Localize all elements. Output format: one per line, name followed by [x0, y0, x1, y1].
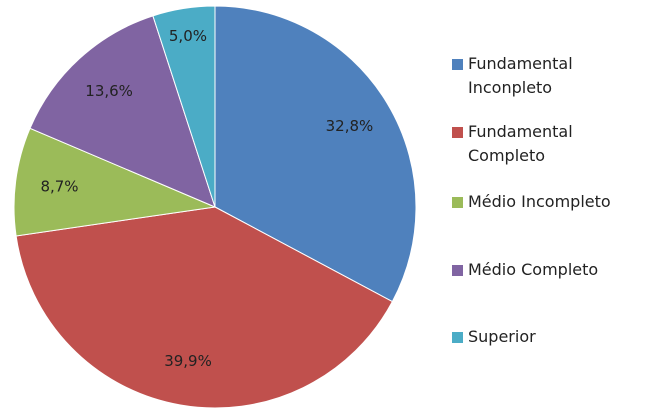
pie-slice	[15, 206, 394, 409]
legend-item: Fundamental Inconpleto	[452, 52, 617, 100]
legend-item: Médio Incompleto	[452, 190, 617, 214]
pie-slice	[13, 127, 217, 237]
legend-swatch	[452, 127, 463, 138]
legend-item: Médio Completo	[452, 258, 617, 282]
legend-swatch	[452, 265, 463, 276]
legend-label: Fundamental Completo	[468, 122, 573, 165]
data-label: 5,0%	[169, 27, 207, 45]
legend-swatch	[452, 197, 463, 208]
legend-swatch	[452, 59, 463, 70]
data-label: 32,8%	[326, 117, 374, 135]
data-label: 39,9%	[164, 352, 212, 370]
legend-swatch	[452, 332, 463, 343]
legend-item: Fundamental Completo	[452, 120, 617, 168]
legend-label: Médio Completo	[468, 260, 599, 279]
legend-item: Superior	[452, 325, 617, 349]
pie-slice	[29, 15, 216, 208]
data-label: 8,7%	[40, 177, 78, 195]
data-label: 13,6%	[85, 82, 133, 100]
pie-slice	[214, 5, 417, 303]
legend-label: Fundamental Inconpleto	[468, 54, 573, 97]
legend-label: Médio Incompleto	[468, 192, 611, 211]
legend-label: Superior	[468, 327, 536, 346]
pie-slice	[152, 5, 216, 208]
